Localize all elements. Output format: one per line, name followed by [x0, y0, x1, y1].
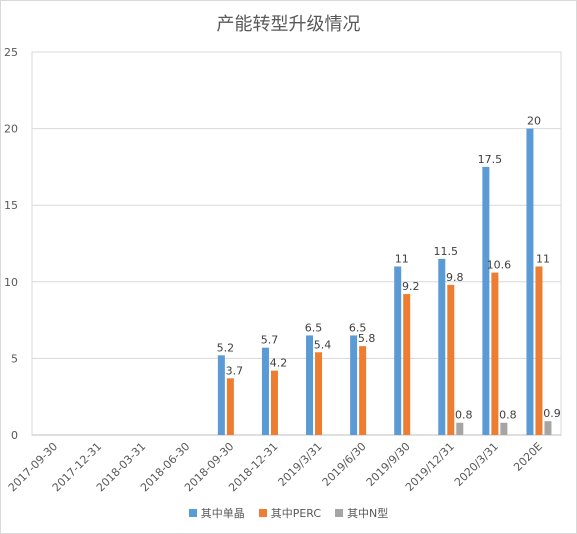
x-tick-label: 2020E	[511, 440, 545, 474]
bar	[526, 128, 534, 435]
legend-item: 其中PERC	[258, 505, 322, 521]
x-tick-label: 2020/3/31	[452, 440, 501, 489]
bar	[456, 422, 464, 435]
bar	[438, 258, 446, 435]
data-label: 6.5	[349, 321, 367, 334]
legend-swatch	[188, 509, 197, 517]
bar	[482, 166, 490, 435]
chart-title: 产能转型升级情况	[216, 14, 361, 35]
data-label: 6.5	[305, 321, 323, 334]
bar	[447, 284, 455, 435]
data-label: 5.4	[314, 338, 332, 351]
data-label: 0.8	[499, 409, 517, 422]
bar	[359, 346, 367, 435]
bar	[270, 370, 278, 435]
legend-label: 其中N型	[347, 507, 389, 520]
data-label: 11.5	[434, 245, 459, 258]
bar	[306, 335, 314, 435]
bar	[491, 272, 499, 435]
y-tick-label: 20	[4, 123, 18, 136]
bar	[403, 294, 411, 435]
legend-swatch	[258, 509, 267, 517]
data-label: 4.2	[270, 357, 288, 370]
bar	[217, 355, 225, 435]
y-tick-label: 5	[11, 352, 18, 365]
legend-item: 其中N型	[335, 505, 388, 521]
data-label: 3.7	[226, 364, 244, 377]
bar	[315, 352, 323, 435]
bar	[261, 347, 269, 435]
data-label: 17.5	[478, 153, 503, 166]
bar	[350, 335, 358, 435]
data-label: 20	[527, 115, 541, 128]
data-label: 0.9	[543, 407, 561, 420]
y-tick-label: 25	[4, 46, 18, 59]
x-tick-label: 2019/6/30	[320, 440, 369, 489]
legend-label: 其中单晶	[200, 507, 245, 520]
legend-swatch	[335, 509, 344, 517]
y-tick-label: 0	[11, 429, 18, 442]
data-label: 11	[395, 252, 409, 265]
plot-area	[31, 51, 562, 436]
data-label: 5.2	[217, 341, 235, 354]
bar	[535, 266, 543, 435]
bar	[394, 266, 402, 435]
data-label: 5.7	[261, 334, 279, 347]
data-label: 9.8	[446, 271, 464, 284]
legend-item: 其中单晶	[188, 505, 245, 521]
bar	[226, 378, 234, 435]
legend-label: 其中PERC	[270, 507, 322, 520]
data-label: 5.8	[358, 332, 376, 345]
bar	[544, 421, 552, 435]
data-label: 9.2	[402, 280, 420, 293]
bar	[500, 422, 508, 435]
chart-legend: 其中单晶 其中PERC 其中N型	[0, 505, 577, 521]
y-tick-label: 10	[4, 276, 18, 289]
x-tick-label: 2019/3/31	[276, 440, 325, 489]
y-tick-label: 15	[4, 199, 18, 212]
data-label: 0.8	[455, 409, 473, 422]
data-label: 10.6	[487, 259, 512, 272]
data-label: 11	[536, 252, 550, 265]
